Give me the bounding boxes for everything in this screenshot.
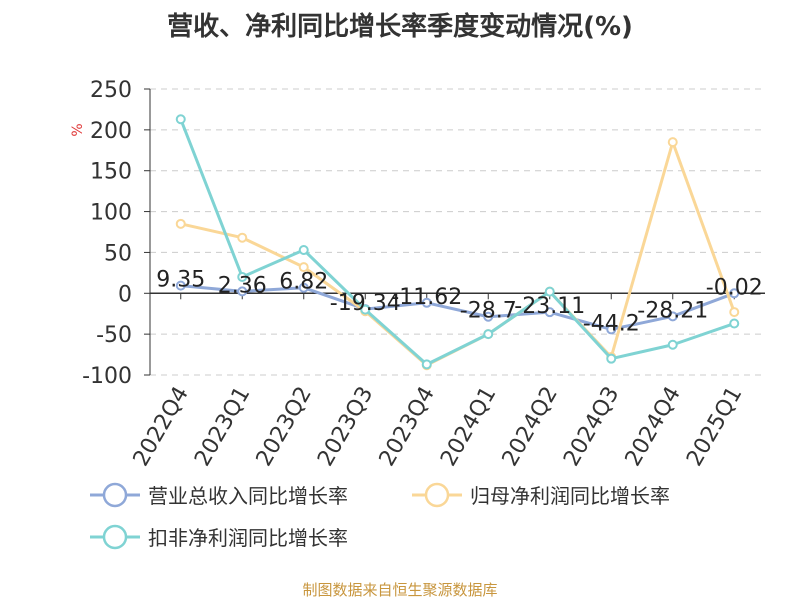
grid-lines [150, 88, 765, 376]
y-tick-label: 200 [90, 119, 132, 144]
series-line-deducted-profit [179, 118, 735, 366]
data-label: -28.21 [637, 298, 708, 323]
series-line-net-profit [180, 140, 736, 367]
data-point-deducted-profit [237, 271, 248, 282]
data-point-deducted-profit [544, 286, 555, 297]
data-point-net-profit [175, 218, 186, 229]
x-tick-label: 2024Q2 [498, 383, 563, 471]
legend-marker-revenue [90, 482, 140, 507]
series-line-revenue [180, 284, 735, 331]
x-tick-label: 2023Q4 [375, 383, 440, 471]
data-point-net-profit [729, 307, 740, 318]
x-tick-label: 2024Q4 [621, 383, 686, 471]
y-tick-label: -100 [82, 364, 132, 389]
data-label: -11.62 [391, 285, 462, 310]
data-label: -0.02 [706, 275, 763, 300]
y-tick-label: -50 [96, 323, 132, 348]
x-tick-label: 2023Q1 [190, 383, 255, 471]
y-tick-label: 100 [90, 201, 132, 226]
data-point-revenue [667, 311, 678, 322]
data-point-net-profit [298, 262, 309, 273]
data-label: -44.2 [583, 311, 640, 336]
data-label: 6.82 [279, 270, 328, 295]
data-point-revenue [483, 311, 494, 322]
x-tick-label: 2022Q4 [129, 383, 194, 471]
source-note: 制图数据来自恒生聚源数据库 [302, 581, 498, 599]
legend-label-net-profit: 归母净利润同比增长率 [470, 484, 670, 508]
data-point-deducted-profit [606, 353, 617, 364]
x-tick-label: 2024Q3 [559, 383, 624, 471]
data-labels: 9.35 2.36 6.82-19.34-11.62-28.7-23.11-44.2… [156, 268, 762, 337]
series-lines [175, 114, 740, 371]
legend-item-revenue[interactable]: 营业总收入同比增长率 [90, 480, 348, 509]
data-point-revenue [237, 286, 248, 297]
data-point-revenue [729, 288, 740, 299]
chart-title: 营收、净利同比增长率季度变动情况(%) [167, 12, 633, 42]
data-label: 2.36 [218, 273, 267, 298]
data-label: -23.11 [514, 294, 585, 319]
data-point-deducted-profit [729, 318, 740, 329]
data-point-revenue [421, 297, 432, 308]
data-point-revenue [175, 280, 186, 291]
y-axis-label: % [70, 123, 86, 136]
legend-item-deducted-profit[interactable]: 扣非净利润同比增长率 [90, 522, 348, 551]
legend-label-revenue: 营业总收入同比增长率 [148, 484, 348, 508]
data-point-revenue [298, 282, 309, 293]
y-tick-label: 50 [104, 241, 132, 266]
y-tick-label: 150 [90, 160, 132, 185]
x-tick-label: 2024Q1 [436, 383, 501, 471]
data-point-deducted-profit [298, 244, 309, 255]
data-point-deducted-profit [360, 304, 371, 315]
legend-label-deducted-profit: 扣非净利润同比增长率 [148, 526, 348, 550]
legend-item-net-profit[interactable]: 归母净利润同比增长率 [412, 480, 670, 509]
data-label: 9.35 [156, 268, 205, 293]
legend-marker-deducted-profit [90, 524, 140, 549]
data-point-deducted-profit [175, 114, 186, 125]
x-tick-label: 2025Q1 [682, 383, 747, 471]
data-point-revenue [606, 324, 617, 335]
data-label: -19.34 [330, 291, 401, 316]
y-tick-label: 250 [90, 78, 132, 103]
data-label: -28.7 [460, 299, 517, 324]
y-tick-label: 0 [118, 282, 132, 307]
data-point-deducted-profit [667, 339, 678, 350]
x-tick-label: 2023Q2 [252, 383, 317, 471]
data-point-deducted-profit [421, 359, 432, 370]
legend-marker-net-profit [412, 482, 462, 507]
data-point-net-profit [237, 232, 248, 243]
data-point-net-profit [667, 137, 678, 148]
x-tick-label: 2023Q3 [313, 383, 378, 471]
data-point-deducted-profit [483, 329, 494, 340]
data-point-revenue [544, 307, 555, 318]
